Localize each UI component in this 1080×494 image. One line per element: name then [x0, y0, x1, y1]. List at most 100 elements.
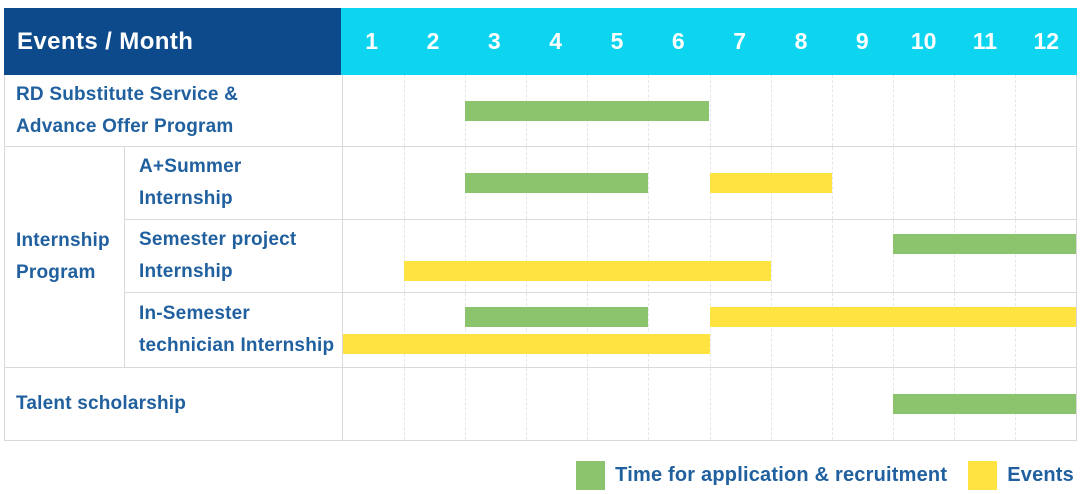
- month-gridline: [648, 293, 650, 367]
- legend-item: Events: [968, 461, 1074, 490]
- month-gridline: [892, 220, 894, 292]
- month-gridline: [1014, 293, 1016, 367]
- row-label-text: technician Internship: [139, 335, 335, 356]
- month-gridline: [892, 147, 894, 219]
- row-label-text: A+Summer: [139, 156, 242, 177]
- yellow-bar: [709, 307, 1076, 327]
- green-bar: [465, 307, 649, 327]
- month-gridline: [770, 220, 772, 292]
- month-gridline: [770, 75, 772, 146]
- month-label: 4: [549, 28, 563, 54]
- row-label-text: Advance Offer Program: [16, 115, 234, 137]
- month-gridline: [404, 75, 406, 146]
- month-gridline: [709, 293, 711, 367]
- month-label: 2: [426, 28, 440, 54]
- month-gridline: [831, 368, 833, 440]
- month-label: 1: [365, 28, 379, 54]
- row-track: [342, 75, 1076, 146]
- corner-header-cell: Events / Month: [4, 8, 341, 75]
- month-gridline: [465, 220, 467, 292]
- row-label-text: RD Substitute Service &: [16, 83, 239, 105]
- month-label: 8: [794, 28, 808, 54]
- row-label-text: Internship: [139, 188, 233, 209]
- subrow-label: In-Semester technician Internship: [125, 293, 342, 367]
- month-gridline: [587, 220, 589, 292]
- row-label-text: Internship: [16, 230, 110, 251]
- gantt-subrow: In-Semester technician Internship: [125, 293, 1076, 367]
- month-gridline: [831, 75, 833, 146]
- month-gridline: [953, 293, 955, 367]
- row-track: [342, 368, 1076, 440]
- month-gridline: [526, 368, 528, 440]
- legend-label: Time for application & recruitment: [615, 464, 948, 486]
- month-gridline: [953, 220, 955, 292]
- table-header-row: Events / Month 1 2 3 4 5 6 7 8 9 10 11 12: [4, 8, 1077, 75]
- month-gridline: [953, 75, 955, 146]
- row-track: [342, 220, 1076, 292]
- subrow-label: Semester project Internship: [125, 220, 342, 292]
- legend-label: Events: [1007, 464, 1074, 486]
- month-gridline: [831, 220, 833, 292]
- month-gridline: [709, 368, 711, 440]
- month-label: 11: [972, 28, 998, 54]
- subrow-label: A+Summer Internship: [125, 147, 342, 219]
- month-label: 5: [610, 28, 624, 54]
- gantt-group: Internship Program A+Summer Internship Semes…: [5, 147, 1076, 368]
- month-gridline: [770, 293, 772, 367]
- gantt-subrow: A+Summer Internship: [125, 147, 1076, 220]
- row-label-text: Program: [16, 262, 96, 283]
- row-track: [342, 147, 1076, 219]
- month-gridline: [587, 368, 589, 440]
- gantt-subrow: Semester project Internship: [125, 220, 1076, 293]
- month-gridline: [1014, 147, 1016, 219]
- green-bar: [465, 101, 710, 121]
- month-gridline: [404, 147, 406, 219]
- row-label-text: Internship: [139, 261, 233, 282]
- row-label-text: Talent scholarship: [16, 393, 187, 414]
- month-gridline: [465, 368, 467, 440]
- row-label-text: In-Semester: [139, 303, 250, 324]
- row-label: RD Substitute Service & Advance Offer Pro…: [5, 75, 342, 146]
- month-label: 10: [910, 28, 937, 54]
- green-bar: [892, 394, 1076, 414]
- month-gridline: [648, 147, 650, 219]
- month-gridline: [465, 293, 467, 367]
- month-gridline: [1014, 220, 1016, 292]
- month-gridline: [709, 75, 711, 146]
- month-gridline: [526, 293, 528, 367]
- yellow-bar: [404, 261, 771, 281]
- gantt-table: Events / Month 1 2 3 4 5 6 7 8 9 10 11 12 RD Substi…: [4, 8, 1077, 441]
- month-gridline: [648, 368, 650, 440]
- month-gridline: [526, 220, 528, 292]
- row-label-text: Semester project: [139, 229, 297, 250]
- group-label: Internship Program: [5, 147, 125, 367]
- month-gridline: [892, 293, 894, 367]
- month-gridline: [648, 220, 650, 292]
- month-header-row: 1 2 3 4 5 6 7 8 9 10 11 12: [341, 8, 1077, 75]
- yellow-bar: [343, 334, 710, 354]
- gantt-row: RD Substitute Service & Advance Offer Pro…: [5, 75, 1076, 147]
- month-gridline: [404, 293, 406, 367]
- month-gridline: [404, 220, 406, 292]
- green-bar: [892, 234, 1076, 254]
- green-bar: [465, 173, 649, 193]
- month-gridline: [831, 293, 833, 367]
- month-label: 9: [855, 28, 869, 54]
- month-gridline: [892, 75, 894, 146]
- month-gridline: [404, 368, 406, 440]
- month-label: 7: [733, 28, 747, 54]
- month-label: 12: [1033, 28, 1060, 54]
- group-subrows: A+Summer Internship Semester project Intern…: [125, 147, 1076, 367]
- corner-header-label: Events / Month: [17, 27, 194, 55]
- month-gridline: [1014, 75, 1016, 146]
- month-label: 3: [487, 28, 501, 54]
- month-gridline: [831, 147, 833, 219]
- legend-item: Time for application & recruitment: [576, 461, 947, 490]
- month-gridline: [587, 293, 589, 367]
- legend-swatch-yellow: [968, 461, 998, 490]
- legend-swatch-green: [576, 461, 606, 490]
- row-track: [342, 293, 1076, 367]
- yellow-bar: [709, 173, 832, 193]
- month-label: 6: [671, 28, 685, 54]
